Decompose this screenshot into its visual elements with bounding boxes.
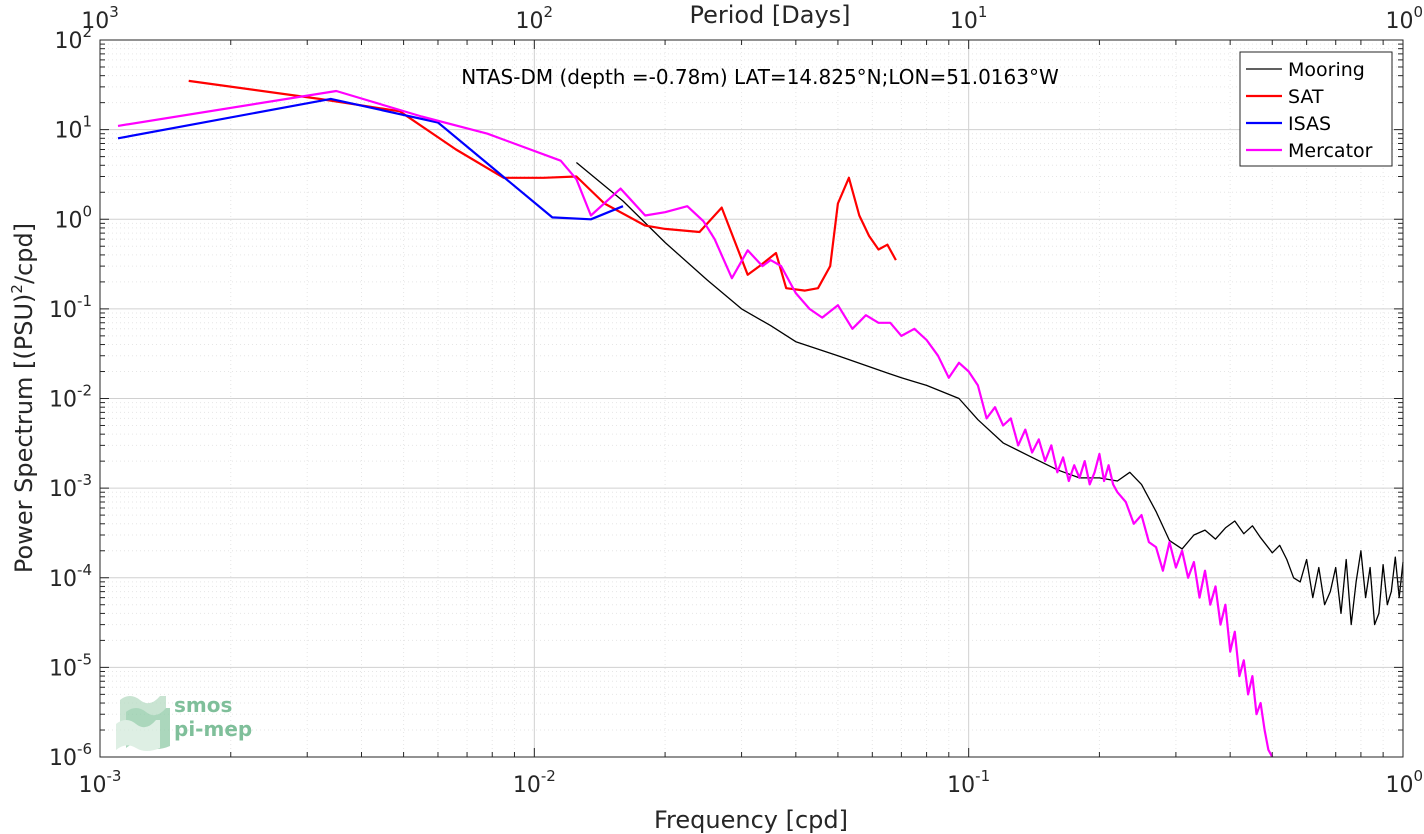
top-tick-label-exponent: 3 (109, 3, 119, 21)
series-line-sat (188, 79, 897, 292)
y-tick-label-exponent: -1 (77, 292, 92, 310)
y-tick-label: 10-1 (49, 292, 92, 323)
top-tick-label: 102 (516, 3, 554, 34)
x-tick-label-base: 10 (79, 773, 107, 798)
x-tick-label-exponent: -2 (541, 767, 556, 785)
y-tick-label: 10-6 (49, 740, 92, 771)
logo-text-pimep: pi-mep (174, 717, 252, 741)
y-tick-label: 102 (54, 23, 92, 54)
top-tick-label-base: 10 (950, 9, 978, 34)
legend-label-isas: ISAS (1288, 113, 1331, 135)
y-tick-label-base: 10 (49, 656, 77, 681)
x-tick-label-base: 10 (947, 773, 975, 798)
y-tick-label-base: 10 (49, 477, 77, 502)
logo-text-smos: smos (174, 693, 232, 717)
y-tick-label-base: 10 (54, 29, 82, 54)
x-tick-label: 10-1 (947, 767, 990, 798)
y-tick-label-exponent: -2 (77, 382, 92, 400)
x-tick-label: 10-3 (79, 767, 122, 798)
y-tick-label-exponent: 2 (82, 23, 92, 41)
x-tick-label: 10-2 (513, 767, 556, 798)
x-tick-label: 100 (1385, 767, 1423, 798)
y-tick-label-exponent: -5 (77, 650, 92, 668)
x-tick-label-base: 10 (1385, 773, 1413, 798)
legend: Mooring SAT ISAS Mercator (1239, 51, 1393, 167)
y-tick-label: 100 (54, 202, 92, 233)
y-axis-label-tail: /cpd] (10, 223, 38, 284)
x-tick-label-exponent: -1 (975, 767, 990, 785)
top-tick-label: 103 (81, 3, 119, 34)
chart-title: NTAS-DM (depth =-0.78m) LAT=14.825°N;LON… (461, 65, 1059, 89)
smos-pimep-logo: smos pi-mep (116, 693, 252, 751)
top-tick-label-base: 10 (81, 9, 109, 34)
y-tick-label: 10-3 (49, 471, 92, 502)
y-tick-label-exponent: -6 (77, 740, 92, 758)
y-tick-label: 101 (54, 113, 92, 144)
y-tick-label: 10-5 (49, 650, 92, 681)
top-axis-label: Period [Days] (689, 1, 850, 29)
y-tick-label-base: 10 (49, 298, 77, 323)
top-tick-label-exponent: 0 (1413, 3, 1423, 21)
y-tick-label: 10-2 (49, 382, 92, 413)
y-tick-label-base: 10 (54, 208, 82, 233)
y-tick-label: 10-4 (49, 561, 92, 592)
y-axis-label-sup: 2 (8, 284, 26, 294)
series-line-isas (117, 97, 624, 221)
logo-waves-icon (116, 696, 170, 751)
y-tick-label-base: 10 (49, 746, 77, 771)
legend-label-mooring: Mooring (1288, 59, 1365, 81)
y-tick-label-base: 10 (49, 388, 77, 413)
y-axis-label-main: Power Spectrum [(PSU) (10, 294, 38, 573)
legend-label-mercator: Mercator (1288, 140, 1373, 162)
legend-label-sat: SAT (1288, 86, 1324, 108)
y-tick-label-exponent: 1 (82, 113, 92, 131)
x-tick-label-exponent: -3 (107, 767, 122, 785)
y-tick-label-exponent: 0 (82, 202, 92, 220)
legend-box (1239, 51, 1393, 167)
y-axis-label: Power Spectrum [(PSU)2/cpd] (8, 223, 38, 573)
top-tick-label: 100 (1385, 3, 1423, 34)
y-tick-label-base: 10 (49, 567, 77, 592)
y-tick-label-exponent: -3 (77, 471, 92, 489)
top-tick-label: 101 (950, 3, 988, 34)
top-tick-label-base: 10 (1385, 9, 1413, 34)
top-tick-label-base: 10 (516, 9, 544, 34)
top-tick-label-exponent: 1 (978, 3, 988, 21)
top-tick-label-exponent: 2 (544, 3, 554, 21)
x-tick-label-exponent: 0 (1413, 767, 1423, 785)
y-tick-label-base: 10 (54, 119, 82, 144)
series-line-mooring (575, 161, 1404, 626)
tick-marks (99, 39, 1404, 758)
y-tick-label-exponent: -4 (77, 561, 92, 579)
x-axis-label: Frequency [cpd] (654, 806, 848, 834)
x-tick-label-base: 10 (513, 773, 541, 798)
major-grid (99, 39, 1404, 758)
series-line-mercator (117, 89, 1274, 758)
series-layer (117, 79, 1404, 758)
